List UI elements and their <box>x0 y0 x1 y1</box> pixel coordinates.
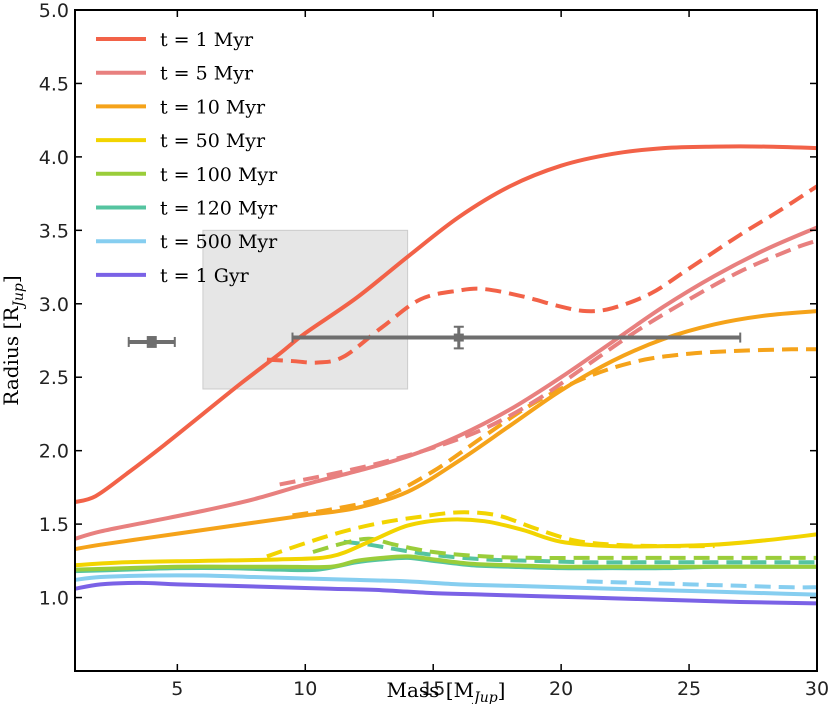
x-tick-label: 5 <box>171 678 183 700</box>
x-tick-label: 15 <box>421 678 445 700</box>
series-line-6 <box>74 517 818 568</box>
series-line-12 <box>74 573 818 597</box>
series-line-0 <box>74 144 818 505</box>
x-tick-label: 10 <box>293 678 317 700</box>
series-line-1 <box>266 184 819 365</box>
y-tick-label: 2.0 <box>39 441 69 463</box>
series-line-2 <box>74 225 818 541</box>
legend-entry-5: t = 120 Myr <box>96 198 278 220</box>
legend-entry-6: t = 500 Myr <box>96 231 278 253</box>
series-line-14 <box>74 580 818 606</box>
legend-label: t = 500 Myr <box>160 231 278 253</box>
legend-label: t = 1 Gyr <box>160 265 250 287</box>
y-tick-label: 2.5 <box>39 367 69 389</box>
y-tick-label: 1.5 <box>39 514 69 536</box>
y-tick-label: 5.0 <box>39 0 69 22</box>
legend-label: t = 1 Myr <box>160 29 254 51</box>
plot-frame <box>74 9 818 672</box>
legend-entry-0: t = 1 Myr <box>96 29 254 51</box>
legend-entry-7: t = 1 Gyr <box>96 265 250 287</box>
legend-entry-2: t = 10 Myr <box>96 96 266 118</box>
y-tick-label: 1.0 <box>39 588 69 610</box>
y-tick-label: 4.0 <box>39 147 69 169</box>
x-tick-label: 25 <box>677 678 701 700</box>
y-tick-label: 3.5 <box>39 220 69 242</box>
y-axis-label: Radius [RJup] <box>0 275 27 405</box>
series-line-11 <box>343 539 817 565</box>
error-point-0 <box>127 336 176 348</box>
legend-label: t = 120 Myr <box>160 198 278 220</box>
series-line-8 <box>74 554 817 572</box>
legend: t = 1 Myr t = 5 Myr t = 10 Myr t = 50 Myr t … <box>96 29 278 287</box>
series-line-9 <box>312 536 817 561</box>
legend-label: t = 100 Myr <box>160 164 278 186</box>
legend-label: t = 5 Myr <box>160 63 254 85</box>
x-axis-label: Mass [MJup] <box>387 678 506 704</box>
x-tick-label: 20 <box>549 678 573 700</box>
legend-entry-1: t = 5 Myr <box>96 63 254 85</box>
series-line-4 <box>74 309 818 552</box>
legend-entry-4: t = 100 Myr <box>96 164 278 186</box>
legend-label: t = 50 Myr <box>160 130 266 152</box>
x-tick-label: 30 <box>805 678 829 700</box>
shaded-region <box>202 229 409 390</box>
error-point-1 <box>291 325 742 350</box>
legend-label: t = 10 Myr <box>160 96 266 118</box>
series-line-13 <box>586 579 818 590</box>
y-tick-label: 4.5 <box>39 73 69 95</box>
series-line-7 <box>266 510 715 559</box>
y-tick-label: 3.0 <box>39 294 69 316</box>
legend-entry-3: t = 50 Myr <box>96 130 266 152</box>
